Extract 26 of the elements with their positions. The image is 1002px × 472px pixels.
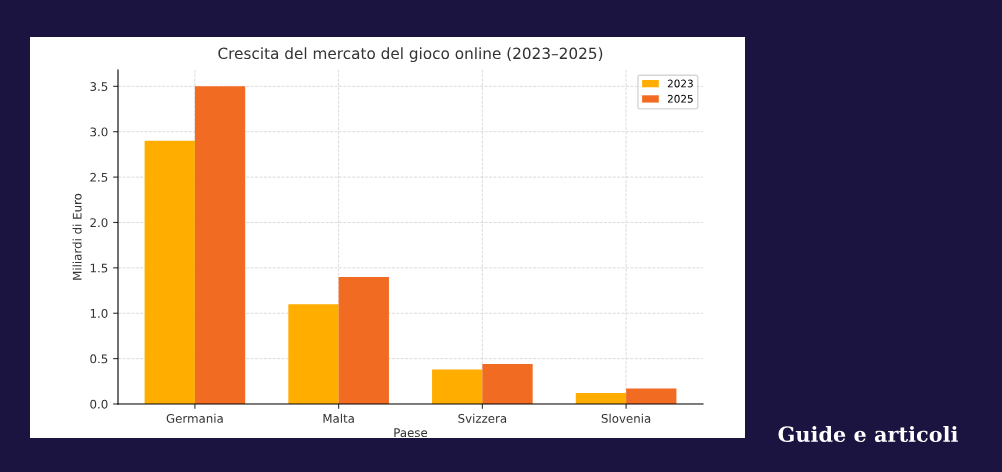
y-axis-title: Miliardi di Euro <box>72 193 82 280</box>
x-tick-label: Germania <box>166 413 223 423</box>
chart-title: Crescita del mercato del gioco online (2023–2025) <box>218 47 603 63</box>
bar <box>626 388 677 404</box>
x-axis-title: Paese <box>394 428 428 438</box>
y-tick-label: 0.0 <box>90 399 108 409</box>
y-tick-label: 2.5 <box>90 172 108 182</box>
bar <box>482 364 533 404</box>
y-tick-label: 2.0 <box>90 218 108 228</box>
y-tick-label: 1.5 <box>90 263 108 273</box>
y-tick-label: 1.0 <box>90 308 108 318</box>
y-tick-label: 3.0 <box>90 127 108 137</box>
bar <box>144 140 195 404</box>
x-tick-label: Malta <box>323 413 354 423</box>
x-tick-label: Slovenia <box>601 413 651 423</box>
x-tick-label: Svizzera <box>458 413 507 423</box>
y-tick-label: 0.5 <box>90 354 108 364</box>
legend-label: 2025 <box>667 94 693 103</box>
bar <box>194 86 246 404</box>
y-tick-label: 3.5 <box>90 82 108 91</box>
bar <box>288 304 339 404</box>
legend-label: 2023 <box>667 79 693 88</box>
bar <box>432 369 483 404</box>
bar <box>338 276 389 404</box>
text: Guide e articoli <box>778 425 958 443</box>
bar <box>575 393 627 404</box>
